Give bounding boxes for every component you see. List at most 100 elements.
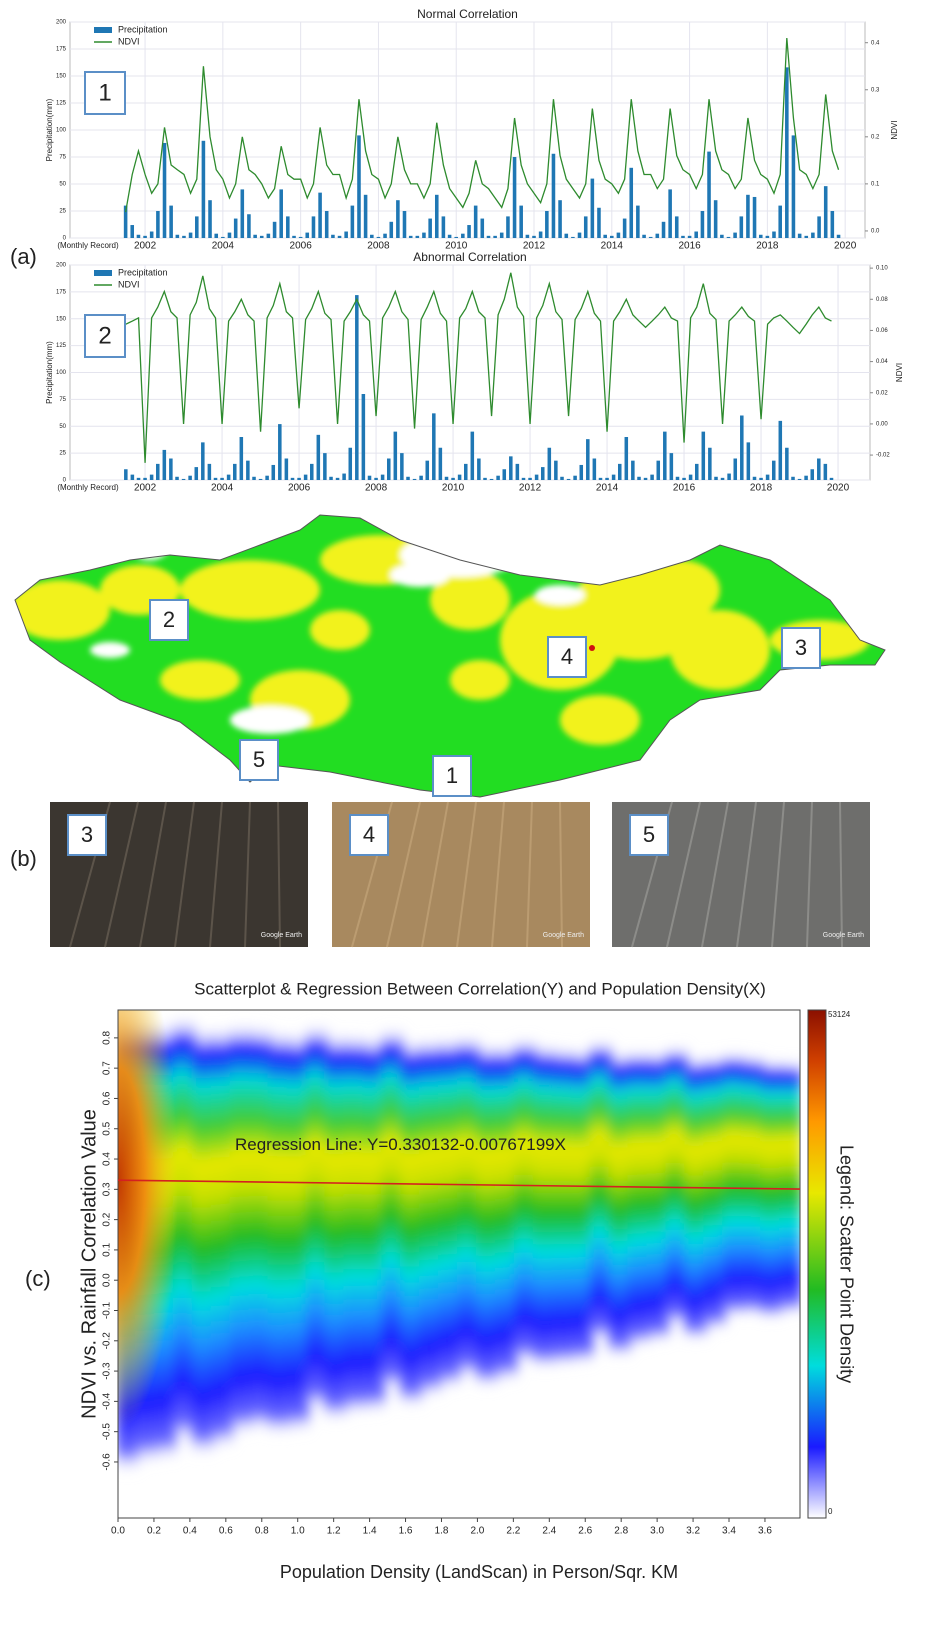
x-tick-label: 0.4 (183, 1526, 197, 1537)
y-tick-label: 0.2 (102, 1212, 113, 1226)
legend-label: Precipitation (118, 267, 168, 277)
y-tick-label: 100 (56, 128, 67, 134)
bar (650, 475, 654, 480)
colorbar-tick-label: 0 (828, 1507, 833, 1516)
y-tick-label: 50 (59, 424, 66, 430)
y2-tick-label: -0.02 (876, 453, 890, 459)
bar (629, 168, 633, 238)
label-text: 2 (98, 322, 111, 349)
bar (810, 469, 814, 480)
bar (448, 235, 452, 238)
bar (325, 211, 329, 238)
y-tick-label: 75 (59, 155, 66, 161)
bar (516, 464, 520, 480)
bar (169, 206, 173, 238)
bar (500, 233, 504, 238)
map-blank (230, 706, 310, 734)
image-credit: Google Earth (823, 932, 864, 939)
bar (432, 413, 436, 480)
bar (426, 461, 430, 480)
x-tick-label: 0.8 (255, 1526, 269, 1537)
x-tick-label: 2014 (601, 241, 624, 252)
legend-label: Precipitation (118, 24, 168, 34)
y-tick-label: 125 (56, 101, 67, 107)
bar (618, 464, 622, 480)
map-hotspot (589, 645, 595, 651)
bar (220, 478, 224, 480)
label-text: 1 (98, 79, 111, 106)
bar (143, 236, 147, 238)
bar (305, 233, 309, 238)
bar (351, 206, 355, 238)
label-text: 4 (561, 644, 573, 669)
map-patch (560, 695, 640, 745)
bar (493, 236, 497, 238)
x-tick-label: 2012 (519, 483, 542, 494)
bar (708, 448, 712, 480)
bar (435, 195, 439, 238)
bar (419, 476, 423, 480)
bar (329, 477, 333, 480)
bar (272, 465, 276, 480)
map-patch (310, 610, 370, 650)
bar (798, 479, 802, 480)
bar (675, 216, 679, 238)
bar (403, 211, 407, 238)
bar (355, 295, 359, 480)
bar (389, 222, 393, 238)
bar (394, 432, 398, 480)
y2-tick-label: 0.10 (876, 266, 888, 272)
x-tick-label: 2002 (134, 483, 157, 494)
bar (409, 236, 413, 238)
y-tick-label: 0.3 (102, 1182, 113, 1196)
bar (513, 157, 517, 238)
label-text: 5 (643, 822, 655, 847)
bar (688, 236, 692, 238)
x-tick-label: 3.0 (650, 1526, 664, 1537)
y-tick-label: 0.5 (102, 1121, 113, 1135)
bar (349, 448, 353, 480)
x-tick-label: 2.4 (542, 1526, 556, 1537)
bar (733, 233, 737, 238)
bar (483, 478, 487, 480)
y-tick-label: -0.2 (102, 1332, 113, 1350)
bar (176, 235, 180, 238)
x-tick-label: 3.6 (758, 1526, 772, 1537)
bar (727, 474, 731, 480)
bar (733, 459, 737, 481)
x-tick-label: 2006 (288, 483, 311, 494)
y-tick-label: 75 (59, 397, 66, 403)
y-axis-label: Precipitation(mm) (45, 98, 54, 161)
bar (571, 237, 575, 238)
bar (617, 233, 621, 238)
bar (631, 461, 635, 480)
bar (445, 477, 449, 480)
bar (644, 478, 648, 480)
bar (605, 478, 609, 480)
bar (208, 464, 212, 480)
bar (442, 216, 446, 238)
map-patch (450, 660, 510, 700)
bar (778, 206, 782, 238)
bar (694, 232, 698, 238)
bar (506, 216, 510, 238)
bar (480, 219, 484, 238)
y2-tick-label: 0.00 (876, 421, 888, 427)
bar (681, 236, 685, 238)
y-tick-label: 25 (59, 451, 66, 457)
bar (259, 479, 263, 480)
y-tick-label: 0.8 (102, 1030, 113, 1044)
bar (663, 432, 667, 480)
bar (535, 475, 539, 480)
chart-title: Abnormal Correlation (413, 250, 526, 264)
bar (357, 135, 361, 238)
bar (584, 216, 588, 238)
bar (273, 222, 277, 238)
x-tick-label: 2004 (212, 241, 235, 252)
x-tick-label: 0.2 (147, 1526, 161, 1537)
image-credit: Google Earth (261, 932, 302, 939)
bar (377, 237, 381, 238)
bar (676, 477, 680, 480)
bar (509, 456, 513, 480)
bar (623, 219, 627, 238)
